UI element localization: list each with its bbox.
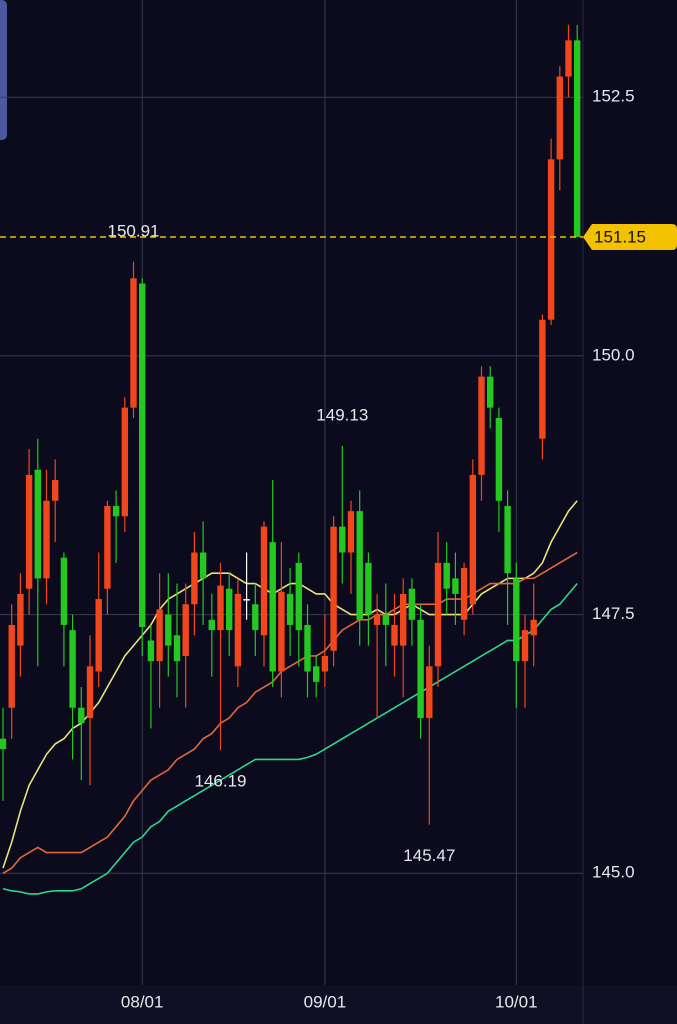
price-annotation: 146.19 <box>195 772 247 791</box>
candle-body <box>147 640 155 662</box>
candle-body <box>269 542 276 672</box>
y-tick-label: 150.0 <box>592 345 635 364</box>
candle-body <box>434 562 442 667</box>
candle-body <box>347 511 355 553</box>
candle-body <box>199 552 207 579</box>
candle-body <box>165 614 172 646</box>
labels: 145.0 147.5 150.0 152.5 08/01 09/01 10/01 150.9… <box>0 87 677 1011</box>
candle-body <box>86 666 94 719</box>
price-annotation: 150.91 <box>108 221 160 240</box>
candle-body <box>339 526 346 553</box>
candle-body <box>156 609 163 662</box>
candle-body <box>521 630 529 662</box>
candle-body <box>173 635 181 662</box>
candle-body <box>330 526 337 651</box>
candle-body <box>208 619 215 631</box>
candle-body <box>417 619 424 719</box>
candle-body <box>95 599 102 672</box>
last-price-tag <box>583 223 677 250</box>
candle-body <box>191 552 198 605</box>
candle-body <box>234 593 242 667</box>
x-axis-band <box>0 985 677 1024</box>
side-tab <box>0 0 7 140</box>
y-tick-label: 152.5 <box>592 87 635 106</box>
candle-body <box>34 469 41 579</box>
candle-body <box>286 593 294 625</box>
candle-body <box>226 588 233 631</box>
candle-body <box>139 283 146 628</box>
candle-body <box>556 76 563 160</box>
candle-body <box>530 619 537 636</box>
moving-average-line <box>2 551 578 874</box>
candle-body <box>60 557 68 625</box>
candle-body <box>260 526 268 636</box>
candle-body <box>52 480 59 501</box>
candle-body <box>121 407 128 517</box>
y-tick-label: 147.5 <box>592 604 635 623</box>
candle-body <box>495 418 503 501</box>
candle-body <box>426 666 433 719</box>
candle-body <box>452 578 459 594</box>
candle-body <box>356 511 363 620</box>
last-price-label: 151.15 <box>594 227 646 246</box>
y-tick-label: 145.0 <box>592 863 635 882</box>
candle-body <box>25 474 33 589</box>
candle-body <box>504 505 511 574</box>
candle-body <box>382 614 389 625</box>
x-tick-label: 10/01 <box>495 992 538 1011</box>
price-annotation: 149.13 <box>316 405 368 424</box>
candle-body <box>130 278 137 408</box>
candles <box>0 24 581 825</box>
candle-body <box>443 562 450 589</box>
candle-body <box>313 666 320 682</box>
candle-body <box>365 562 372 615</box>
candle-body <box>17 593 24 646</box>
candle-body <box>217 585 224 631</box>
candle-body <box>547 159 555 320</box>
candle-body <box>104 505 111 589</box>
candle-body <box>513 578 520 662</box>
candle-body <box>478 376 485 475</box>
candle-body <box>295 562 302 631</box>
candle-body <box>539 319 546 439</box>
candle-body <box>373 614 381 625</box>
candle-body <box>321 655 329 672</box>
candle-body <box>278 591 285 672</box>
candle-body <box>574 40 581 237</box>
candle-body <box>8 624 15 708</box>
moving-average-line <box>2 583 578 895</box>
candle-body <box>304 624 311 672</box>
candle-body <box>252 604 259 631</box>
candle-body <box>78 707 85 724</box>
candle-body <box>0 738 7 750</box>
x-tick-label: 08/01 <box>121 992 164 1011</box>
x-tick-label: 09/01 <box>304 992 347 1011</box>
candle-body <box>243 599 250 601</box>
candle-body <box>391 624 398 646</box>
candle-body <box>182 604 189 656</box>
candle-body <box>43 500 50 579</box>
candle-body <box>469 474 476 605</box>
price-annotation: 145.47 <box>403 846 455 865</box>
candle-body <box>112 505 120 517</box>
candle-body <box>408 588 416 620</box>
candle-body <box>487 376 494 408</box>
candle-body <box>565 40 572 77</box>
candle-body <box>400 593 407 646</box>
candle-body <box>69 630 76 708</box>
candle-body <box>460 568 468 620</box>
